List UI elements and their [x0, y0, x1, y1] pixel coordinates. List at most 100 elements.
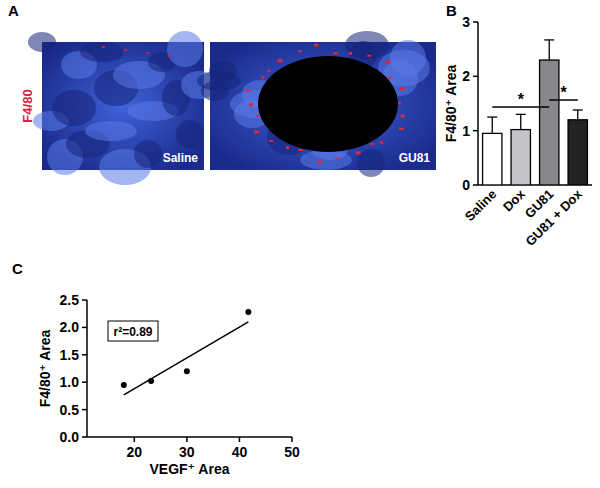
panel-label: A [8, 2, 19, 19]
x-tick-label: 50 [284, 444, 300, 460]
error-stem [520, 114, 521, 129]
x-axis-label: VEGF⁺ Area [149, 461, 229, 477]
bar [511, 130, 530, 185]
stain-speck [298, 50, 301, 52]
stain-speck [398, 102, 401, 104]
y-tick [82, 436, 87, 438]
error-cap [516, 114, 526, 115]
error-stem [492, 117, 493, 133]
y-tick [82, 409, 87, 411]
y-tick [473, 130, 478, 132]
x-tick-label: GU81 + Dox [522, 186, 585, 249]
x-axis [87, 436, 292, 438]
y-tick [473, 21, 478, 23]
x-tick-label: 40 [232, 444, 248, 460]
stain-speck [269, 140, 273, 142]
y-tick [473, 76, 478, 78]
stain-speck [267, 70, 271, 72]
point [245, 309, 251, 315]
stain-speck [367, 55, 371, 57]
significance-label: * [518, 91, 525, 108]
error-stem [577, 110, 578, 120]
stain-speck [335, 158, 338, 160]
x-tick [186, 437, 188, 442]
significance-label: * [560, 84, 567, 101]
y-tick-label: 0 [462, 177, 470, 193]
x-tick-label: 30 [179, 444, 195, 460]
stain-speck [254, 130, 259, 133]
annotation-box [108, 321, 158, 341]
stain-speck [146, 52, 149, 54]
tissue-texture [357, 149, 385, 177]
stain-speck [401, 115, 405, 118]
stain-speck [102, 46, 105, 48]
tissue-texture [167, 31, 203, 67]
stain-speck [286, 146, 289, 149]
y-tick-label: 1 [462, 123, 470, 139]
y-axis-label: F4/80⁺ Area [443, 64, 459, 142]
error-cap [544, 39, 554, 40]
stain-speck [314, 44, 318, 47]
error-cap [573, 109, 583, 110]
y-axis-label: F4/80⁺ Area [37, 329, 53, 407]
y-tick-label: 2.0 [60, 319, 80, 335]
panel-label: B [446, 2, 457, 19]
stain-speck [278, 59, 283, 62]
y-tick-label: 1.0 [60, 374, 80, 390]
bars [483, 40, 588, 185]
annotation: r²=0.89 [113, 325, 152, 339]
stain-speck [318, 161, 322, 164]
x-tick-label: Saline [462, 187, 500, 225]
x-tick [134, 437, 136, 442]
y-tick [473, 184, 478, 186]
stain-speck [249, 103, 253, 106]
y-tick-label: 3 [462, 14, 470, 30]
tissue-texture [134, 140, 162, 168]
error-cap [487, 116, 497, 117]
tissue-texture [300, 150, 352, 170]
stain-speck [333, 52, 338, 54]
stain-speck [399, 128, 404, 130]
image-label: GU81 [399, 151, 431, 165]
stain-speck [385, 61, 390, 64]
y-tick-label: 1.5 [60, 347, 80, 363]
error-bar [516, 114, 526, 129]
micrograph-background [210, 42, 436, 170]
stain-speck [388, 77, 391, 79]
stain-speck [256, 115, 259, 117]
x-tick [239, 437, 241, 442]
error-bar [544, 40, 554, 60]
micrograph [28, 31, 217, 185]
micrograph [197, 31, 436, 177]
x-tick-label: 20 [127, 444, 143, 460]
stain-speck [380, 141, 383, 144]
y-tick-label: 0.0 [60, 429, 80, 445]
error-bar [573, 110, 583, 120]
stain-speck [370, 143, 374, 145]
bar [540, 60, 559, 185]
stain-speck [261, 76, 264, 79]
error-stem [549, 40, 550, 60]
y-tick [82, 327, 87, 329]
bar [568, 120, 587, 185]
y-axis [86, 300, 88, 437]
tissue-texture [176, 120, 204, 148]
bar [483, 133, 502, 185]
vessel-lumen [258, 56, 398, 152]
y-tick [82, 354, 87, 356]
error-bar [487, 117, 497, 133]
y-tick-label: 0.5 [60, 402, 80, 418]
y-tick [82, 299, 87, 301]
tissue-texture [28, 32, 56, 52]
figure: ABCSalineGU81F4/800123F4/80⁺ AreaSalineD… [0, 0, 600, 488]
stain-speck [356, 151, 361, 154]
y-tick [82, 381, 87, 383]
panel-label: C [12, 260, 23, 277]
point [184, 368, 190, 374]
stain-speck [168, 55, 171, 57]
stain-speck [349, 52, 352, 55]
x-tick [291, 437, 293, 442]
stain-label: F4/80 [20, 89, 35, 122]
y-tick-label: 2.5 [60, 292, 80, 308]
stain-speck [298, 149, 303, 151]
